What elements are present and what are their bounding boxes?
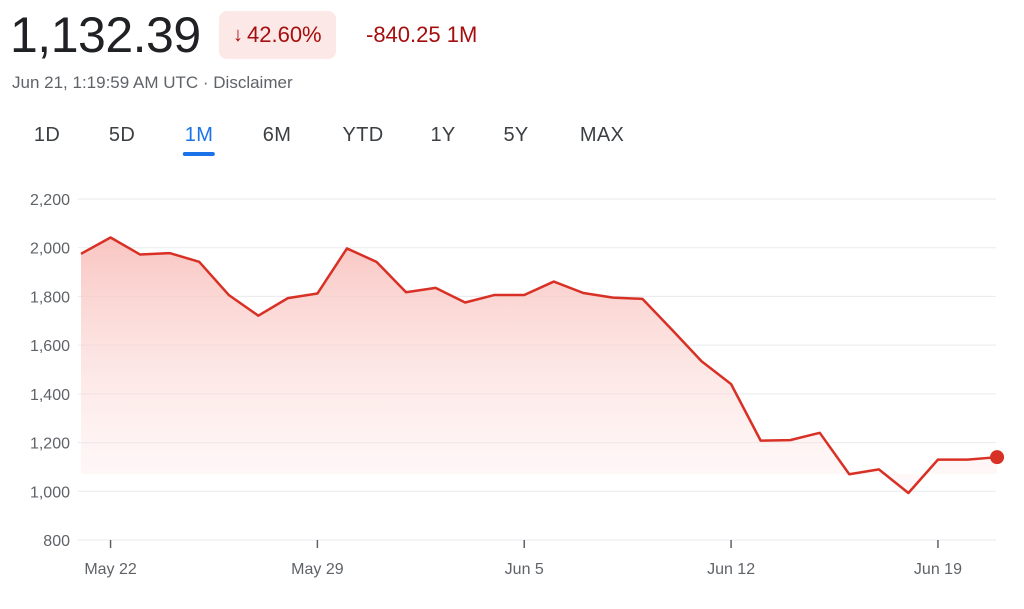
data-point xyxy=(936,458,940,462)
data-point xyxy=(109,235,113,239)
y-tick-label: 1,000 xyxy=(30,484,70,501)
x-tick-label: Jun 5 xyxy=(505,561,544,578)
active-tab-indicator xyxy=(182,152,216,156)
tab-1m[interactable]: 1M xyxy=(182,124,216,156)
data-point xyxy=(345,246,349,250)
data-point xyxy=(493,293,497,297)
data-point xyxy=(788,438,792,442)
tab-ytd[interactable]: YTD xyxy=(342,124,384,146)
change-percent-badge: ↓ 42.60% xyxy=(219,11,336,59)
data-point xyxy=(611,296,615,300)
data-point xyxy=(818,431,822,435)
tab-5y[interactable]: 5Y xyxy=(503,124,529,146)
x-tick-label: May 29 xyxy=(291,561,344,578)
arrow-down-icon: ↓ xyxy=(233,23,243,46)
tab-5d[interactable]: 5D xyxy=(108,124,136,146)
data-point xyxy=(522,293,526,297)
data-point xyxy=(286,296,290,300)
price-chart: 800 1,000 1,200 1,400 1,600 1,800 2,000 2,200 Ma… xyxy=(30,192,1005,578)
area-fill xyxy=(81,237,998,493)
data-point xyxy=(847,472,851,476)
data-point xyxy=(877,467,881,471)
y-tick-label: 1,600 xyxy=(30,338,70,355)
data-point xyxy=(966,458,970,462)
data-point xyxy=(759,439,763,443)
disclaimer-link[interactable]: Disclaimer xyxy=(213,73,293,92)
range-tabs: 1D 5D 1M 6M YTD 1Y 5Y MAX xyxy=(0,124,700,164)
change-absolute: -840.25 1M xyxy=(366,22,478,47)
data-point xyxy=(640,297,644,301)
price-value: 1,132.39 xyxy=(10,7,201,63)
data-point xyxy=(463,301,467,305)
y-tick-label: 2,200 xyxy=(30,192,70,209)
data-point xyxy=(315,292,319,296)
data-point xyxy=(197,260,201,264)
timestamp-line: Jun 21, 1:19:59 AM UTC · Disclaimer xyxy=(12,73,293,93)
data-point xyxy=(256,314,260,318)
data-point xyxy=(227,293,231,297)
data-point xyxy=(434,286,438,290)
change-percent: 42.60% xyxy=(247,22,322,47)
y-tick-label: 1,400 xyxy=(30,387,70,404)
data-point xyxy=(700,359,704,363)
y-tick-label: 1,800 xyxy=(30,289,70,306)
y-tick-label: 800 xyxy=(43,533,70,550)
data-point xyxy=(138,253,142,257)
data-point xyxy=(729,382,733,386)
current-price-dot xyxy=(990,450,1005,465)
data-point xyxy=(375,260,379,264)
data-point xyxy=(670,328,674,332)
data-point xyxy=(168,251,172,255)
data-point xyxy=(552,280,556,284)
price-line xyxy=(80,236,998,495)
timestamp: Jun 21, 1:19:59 AM UTC · xyxy=(12,73,214,92)
data-point xyxy=(581,291,585,295)
tab-max[interactable]: MAX xyxy=(579,124,625,146)
x-tick-label: May 22 xyxy=(84,561,137,578)
tab-1y[interactable]: 1Y xyxy=(430,124,456,146)
data-point xyxy=(79,252,83,256)
x-tick-label: Jun 12 xyxy=(707,561,755,578)
tab-6m[interactable]: 6M xyxy=(262,124,292,146)
y-tick-label: 1,200 xyxy=(30,436,70,453)
data-point xyxy=(906,491,910,495)
tab-1d[interactable]: 1D xyxy=(33,124,61,146)
y-tick-label: 2,000 xyxy=(30,241,70,258)
data-point xyxy=(404,290,408,294)
x-tick-label: Jun 19 xyxy=(914,561,962,578)
